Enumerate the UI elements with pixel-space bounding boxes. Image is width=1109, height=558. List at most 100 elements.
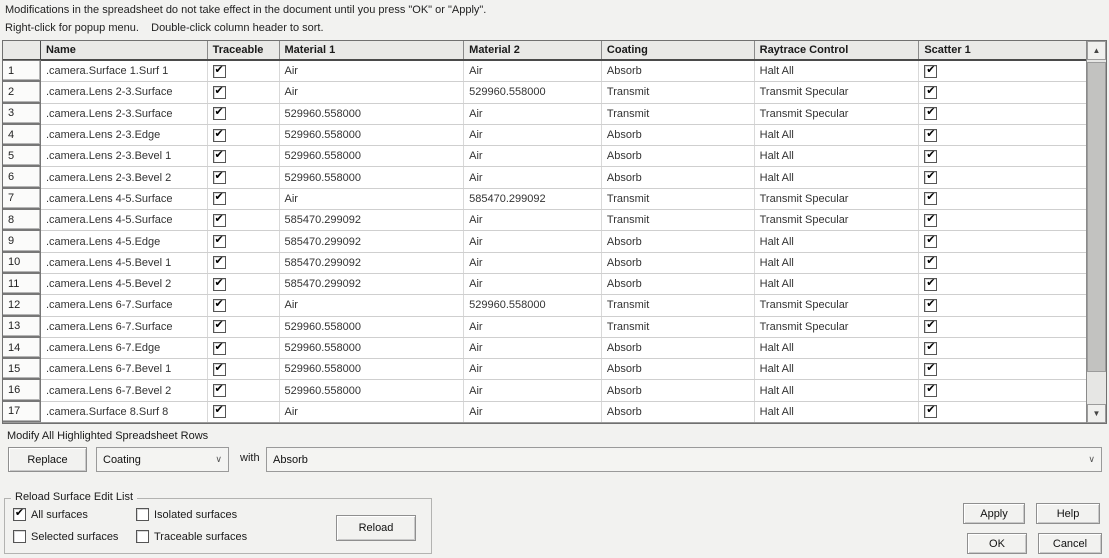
coating-cell[interactable]: Transmit [602,316,755,337]
material2-cell[interactable]: Air [464,273,602,295]
material2-cell[interactable]: Air [464,146,602,167]
scrollbar-track[interactable] [1087,372,1106,404]
name-cell[interactable]: .camera.Lens 6-7.Bevel 1 [41,359,208,380]
coating-cell[interactable]: Absorb [602,401,755,423]
material2-cell[interactable]: Air [464,380,602,401]
material1-cell[interactable]: Air [280,295,465,316]
traceable-checkbox[interactable] [212,235,226,249]
name-cell[interactable]: .camera.Lens 2-3.Bevel 1 [41,146,208,167]
corner-header-cell[interactable] [3,41,41,59]
column-header-traceable[interactable]: Traceable [208,41,280,59]
coating-cell[interactable]: Transmit [602,210,755,231]
row-number-cell[interactable]: 2 [3,81,41,103]
table-row[interactable]: 3.camera.Lens 2-3.Surface 529960.558000Ai… [3,102,1086,125]
name-cell[interactable]: .camera.Lens 2-3.Edge [41,124,208,146]
material1-cell[interactable]: 529960.558000 [280,316,465,337]
scatter1-checkbox[interactable] [924,320,938,334]
row-number-cell[interactable]: 12 [3,294,41,316]
material2-cell[interactable]: 529960.558000 [464,295,602,316]
raytrace-control-cell[interactable]: Transmit Specular [755,210,920,231]
scatter1-checkbox[interactable] [924,384,938,398]
coating-cell[interactable]: Absorb [602,337,755,359]
row-number-cell[interactable]: 3 [3,102,41,124]
material1-cell[interactable]: 585470.299092 [280,273,465,295]
traceable-checkbox[interactable] [212,171,226,185]
table-row[interactable]: 11.camera.Lens 4-5.Bevel 2585470.299092A… [3,272,1086,296]
column-header-coating[interactable]: Coating [602,41,755,59]
coating-cell[interactable]: Absorb [602,273,755,295]
material1-cell[interactable]: 585470.299092 [280,210,465,231]
coating-cell[interactable]: Absorb [602,146,755,167]
value-dropdown[interactable]: Absorb ∨ [266,447,1102,472]
table-row[interactable]: 2.camera.Lens 2-3.Surface Air529960.55800… [3,81,1086,104]
material1-cell[interactable]: Air [280,82,465,103]
raytrace-control-cell[interactable]: Halt All [755,146,920,167]
table-row[interactable]: 12.camera.Lens 6-7.Surface Air529960.5580… [3,294,1086,317]
table-row[interactable]: 16.camera.Lens 6-7.Bevel 2529960.558000A… [3,379,1086,402]
scatter1-checkbox[interactable] [924,298,938,312]
raytrace-control-cell[interactable]: Halt All [755,273,920,295]
name-cell[interactable]: .camera.Lens 6-7.Edge [41,337,208,359]
material1-cell[interactable]: 529960.558000 [280,124,465,146]
scroll-up-icon[interactable]: ▲ [1087,41,1106,60]
name-cell[interactable]: .camera.Lens 6-7.Surface [41,316,208,337]
name-cell[interactable]: .camera.Lens 2-3.Surface [41,82,208,103]
scatter1-checkbox[interactable] [924,149,938,163]
material2-cell[interactable]: Air [464,231,602,252]
name-cell[interactable]: .camera.Lens 2-3.Surface [41,103,208,124]
checkbox-row-traceable-surfaces[interactable]: Traceable surfaces [136,530,247,543]
name-cell[interactable]: .camera.Lens 6-7.Surface [41,295,208,316]
checkbox-row-selected-surfaces[interactable]: Selected surfaces [13,530,118,543]
apply-button[interactable]: Apply [963,503,1025,524]
traceable-surfaces-checkbox[interactable] [136,530,149,543]
material1-cell[interactable]: 529960.558000 [280,380,465,401]
raytrace-control-cell[interactable]: Halt All [755,124,920,146]
material1-cell[interactable]: 529960.558000 [280,146,465,167]
row-number-cell[interactable]: 7 [3,187,41,210]
table-row[interactable]: 15.camera.Lens 6-7.Bevel 1529960.558000A… [3,358,1086,381]
raytrace-control-cell[interactable]: Halt All [755,401,920,423]
coating-cell[interactable]: Transmit [602,188,755,210]
coating-cell[interactable]: Absorb [602,124,755,146]
scatter1-checkbox[interactable] [924,235,938,249]
material2-cell[interactable]: Air [464,103,602,124]
row-number-cell[interactable]: 4 [3,123,41,146]
scatter1-checkbox[interactable] [924,64,938,78]
traceable-checkbox[interactable] [212,107,226,121]
table-row[interactable]: 8.camera.Lens 4-5.Surface 585470.299092Ai… [3,209,1086,232]
raytrace-control-cell[interactable]: Halt All [755,167,920,188]
raytrace-control-cell[interactable]: Halt All [755,252,920,273]
table-row[interactable]: 17.camera.Surface 8.Surf 8AirAirAbsorbHa… [3,400,1086,424]
material1-cell[interactable]: 529960.558000 [280,103,465,124]
raytrace-control-cell[interactable]: Transmit Specular [755,295,920,316]
table-row[interactable]: 4.camera.Lens 2-3.Edge 529960.558000AirAb… [3,123,1086,147]
coating-cell[interactable]: Absorb [602,380,755,401]
column-header-name[interactable]: Name [41,41,208,59]
chevron-down-icon[interactable]: ∨ [215,454,222,464]
table-row[interactable]: 14.camera.Lens 6-7.Edge 529960.558000AirA… [3,336,1086,360]
row-number-cell[interactable]: 11 [3,272,41,295]
name-cell[interactable]: .camera.Lens 4-5.Surface [41,210,208,231]
material1-cell[interactable]: 585470.299092 [280,231,465,252]
name-cell[interactable]: .camera.Surface 1.Surf 1 [41,61,208,82]
material2-cell[interactable]: Air [464,167,602,188]
material1-cell[interactable]: Air [280,401,465,423]
scatter1-checkbox[interactable] [924,256,938,270]
selected-surfaces-checkbox[interactable] [13,530,26,543]
traceable-checkbox[interactable] [212,298,226,312]
coating-cell[interactable]: Absorb [602,167,755,188]
scatter1-checkbox[interactable] [924,405,938,419]
raytrace-control-cell[interactable]: Transmit Specular [755,188,920,210]
material2-cell[interactable]: Air [464,359,602,380]
name-cell[interactable]: .camera.Lens 4-5.Bevel 1 [41,252,208,273]
traceable-checkbox[interactable] [212,277,226,291]
row-number-cell[interactable]: 5 [3,145,41,167]
row-number-cell[interactable]: 15 [3,358,41,380]
table-row[interactable]: 6.camera.Lens 2-3.Bevel 2 529960.558000Ai… [3,166,1086,189]
scatter1-checkbox[interactable] [924,107,938,121]
traceable-checkbox[interactable] [212,64,226,78]
row-number-cell[interactable]: 13 [3,315,41,337]
replace-button[interactable]: Replace [8,447,87,472]
material1-cell[interactable]: 529960.558000 [280,337,465,359]
traceable-checkbox[interactable] [212,128,226,142]
